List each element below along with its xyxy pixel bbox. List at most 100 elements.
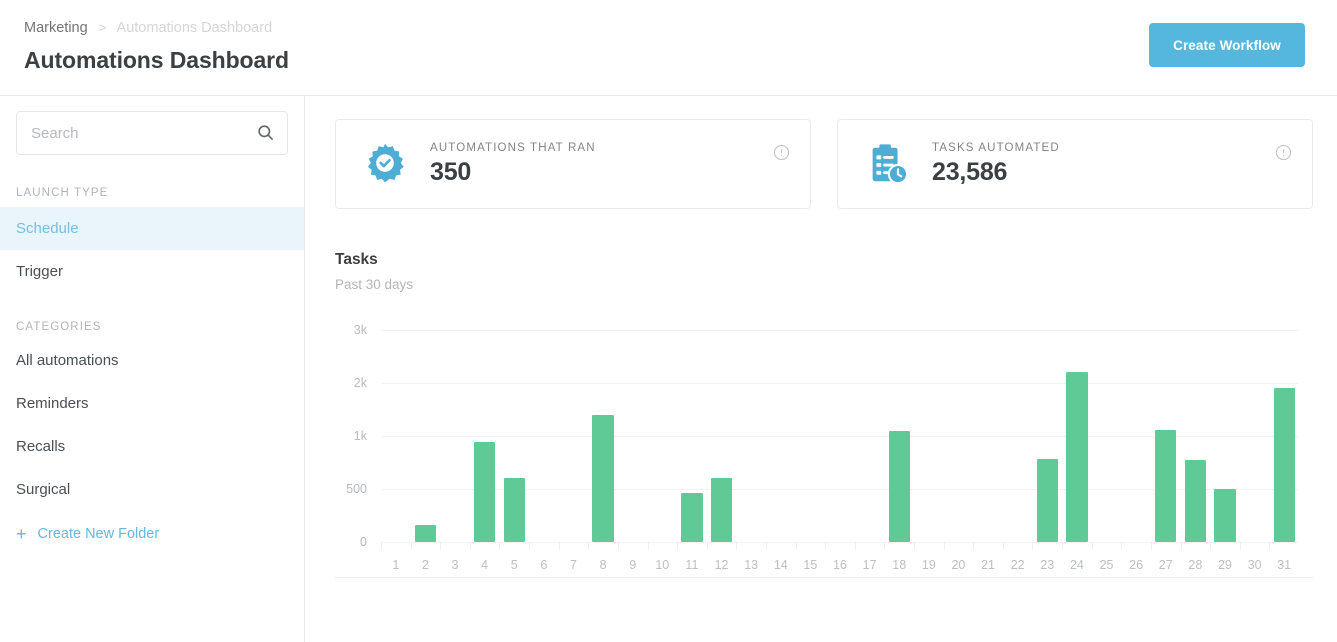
chart-bar[interactable]	[1184, 460, 1206, 542]
chart-x-tickmark	[1210, 542, 1212, 549]
chart-x-tick-label: 8	[599, 558, 607, 572]
stat-card-automations-that-ran: AUTOMATIONS THAT RAN 350	[335, 119, 811, 209]
sidebar-item-trigger[interactable]: Trigger	[16, 263, 63, 280]
chart-x-tickmark	[973, 542, 975, 549]
breadcrumb: Marketing > Automations Dashboard	[24, 19, 272, 37]
section-label-launch-type: LAUNCH TYPE	[16, 187, 109, 199]
chart-x-tick-label: 19	[921, 558, 936, 572]
info-circle-icon[interactable]	[773, 144, 790, 161]
chart-x-tick-label: 27	[1158, 558, 1173, 572]
chart-bar[interactable]	[503, 478, 525, 542]
chart-x-tick-label: 22	[1010, 558, 1025, 572]
search-box	[16, 111, 288, 155]
sidebar-item-reminders[interactable]: Reminders	[16, 395, 89, 412]
chart-bar[interactable]	[1214, 489, 1236, 542]
chart-x-tickmark	[1180, 542, 1182, 549]
search-icon[interactable]	[256, 123, 275, 142]
chart-gridline	[381, 489, 1299, 490]
chart-x-tickmark	[1269, 542, 1271, 549]
chart-x-tickmark	[647, 542, 649, 549]
chart-bar[interactable]	[473, 442, 496, 542]
chart-x-tick-label: 20	[951, 558, 966, 572]
stat-text-block: TASKS AUTOMATED 23,586	[932, 142, 1060, 187]
chart-bar[interactable]	[1036, 459, 1058, 542]
chart-x-tickmark	[558, 542, 560, 549]
gear-check-icon	[362, 141, 408, 187]
chart-area: 0 500 1k 2k 3k 1 2 3 4 5 6 7 8 9 10 11 12 13 14 15 16 17 18 19 2…	[335, 320, 1313, 578]
chart-x-tickmark	[588, 542, 590, 549]
sidebar-item-recalls[interactable]: Recalls	[16, 438, 66, 455]
chart-bar[interactable]	[1066, 372, 1088, 542]
chart-gridline	[381, 542, 1299, 543]
stat-text-block: AUTOMATIONS THAT RAN 350	[430, 142, 596, 187]
chart-x-tick-label: 3	[451, 558, 459, 572]
chart-x-tick-label: 1	[392, 558, 400, 572]
chart-bar[interactable]	[1155, 429, 1177, 542]
chart-gridline	[381, 383, 1299, 384]
breadcrumb-root[interactable]: Marketing	[24, 20, 88, 36]
stat-label: AUTOMATIONS THAT RAN	[430, 141, 596, 154]
chart-bar[interactable]	[414, 525, 437, 542]
chart-x-tickmark	[736, 542, 738, 549]
chart-x-tickmark	[1002, 542, 1004, 549]
chart-x-tickmark	[469, 542, 471, 549]
chart-x-tick-label: 30	[1247, 558, 1262, 572]
chart-x-tick-label: 7	[569, 558, 577, 572]
chart-x-tickmark	[1150, 542, 1152, 549]
chart-x-tickmark	[914, 542, 916, 549]
chart-x-tick-label: 5	[510, 558, 518, 572]
chart-x-tick-label: 23	[1040, 558, 1055, 572]
chart-x-tickmark	[1032, 542, 1034, 549]
info-circle-icon[interactable]	[1275, 144, 1292, 161]
create-new-folder-button[interactable]: + Create New Folder	[0, 513, 304, 555]
chart-bar[interactable]	[592, 414, 614, 542]
chart-x-tickmark	[440, 542, 442, 549]
chart-bar[interactable]	[1273, 388, 1295, 542]
sidebar-item-surgical[interactable]: Surgical	[16, 481, 71, 498]
chart-x-tick-label: 13	[744, 558, 759, 572]
chart-x-tick-label: 29	[1218, 558, 1232, 572]
chart-y-tick-label: 1k	[353, 429, 367, 443]
chart-x-tickmark	[381, 542, 382, 549]
stat-value: 350	[430, 157, 472, 186]
plus-icon: +	[16, 524, 27, 544]
chart-gridline	[381, 330, 1299, 331]
chart-x-tickmark	[1239, 542, 1241, 549]
chart-x-tick-label: 31	[1277, 558, 1292, 572]
chart-x-tick-label: 4	[481, 558, 489, 572]
create-workflow-button[interactable]: Create Workflow	[1149, 23, 1305, 67]
body-wrapper: LAUNCH TYPE Schedule Trigger CATEGORIES …	[0, 96, 1337, 642]
chart-y-tick-label: 2k	[353, 376, 367, 390]
chart-x-tick-label: 14	[773, 558, 788, 572]
main-content: AUTOMATIONS THAT RAN 350	[305, 96, 1337, 642]
chart-bar[interactable]	[888, 430, 910, 542]
chart-x-tickmark	[884, 542, 886, 549]
sidebar-item-schedule[interactable]: Schedule	[0, 207, 304, 250]
chart-bar[interactable]	[681, 493, 703, 542]
breadcrumb-current: Automations Dashboard	[116, 20, 273, 36]
chart-x-tick-label: 18	[892, 558, 907, 572]
tasks-chart-section: Tasks Past 30 days 0 500 1k 2k 3k 1 2 3 4 5 6 7 8 9 10…	[335, 251, 1313, 578]
chart-x-tickmark	[1121, 542, 1123, 549]
stat-label: TASKS AUTOMATED	[932, 141, 1060, 154]
chart-x-tick-label: 26	[1129, 558, 1144, 572]
chart-y-tick-label: 3k	[353, 323, 367, 337]
chart-x-tick-label: 24	[1069, 558, 1084, 572]
search-input[interactable]	[16, 111, 288, 155]
chart-x-tickmark	[765, 542, 767, 549]
stat-value: 23,586	[932, 157, 1008, 186]
chart-x-tickmark	[410, 542, 412, 549]
sidebar-item-all-automations[interactable]: All automations	[16, 352, 119, 369]
page-header: Marketing > Automations Dashboard Automa…	[0, 0, 1337, 96]
chart-x-tickmark	[1062, 542, 1064, 549]
chart-y-tick-label: 0	[360, 535, 367, 549]
chart-x-tickmark	[677, 542, 679, 549]
chart-bar[interactable]	[710, 478, 733, 542]
chart-x-tick-label: 28	[1188, 558, 1203, 572]
chart-subtitle: Past 30 days	[335, 277, 414, 292]
chart-x-tick-label: 17	[862, 558, 877, 572]
chart-x-tick-label: 2	[421, 558, 429, 572]
chart-x-tickmark	[706, 542, 708, 549]
chart-x-tick-label: 16	[833, 558, 847, 572]
chart-x-tick-label: 6	[540, 558, 548, 572]
